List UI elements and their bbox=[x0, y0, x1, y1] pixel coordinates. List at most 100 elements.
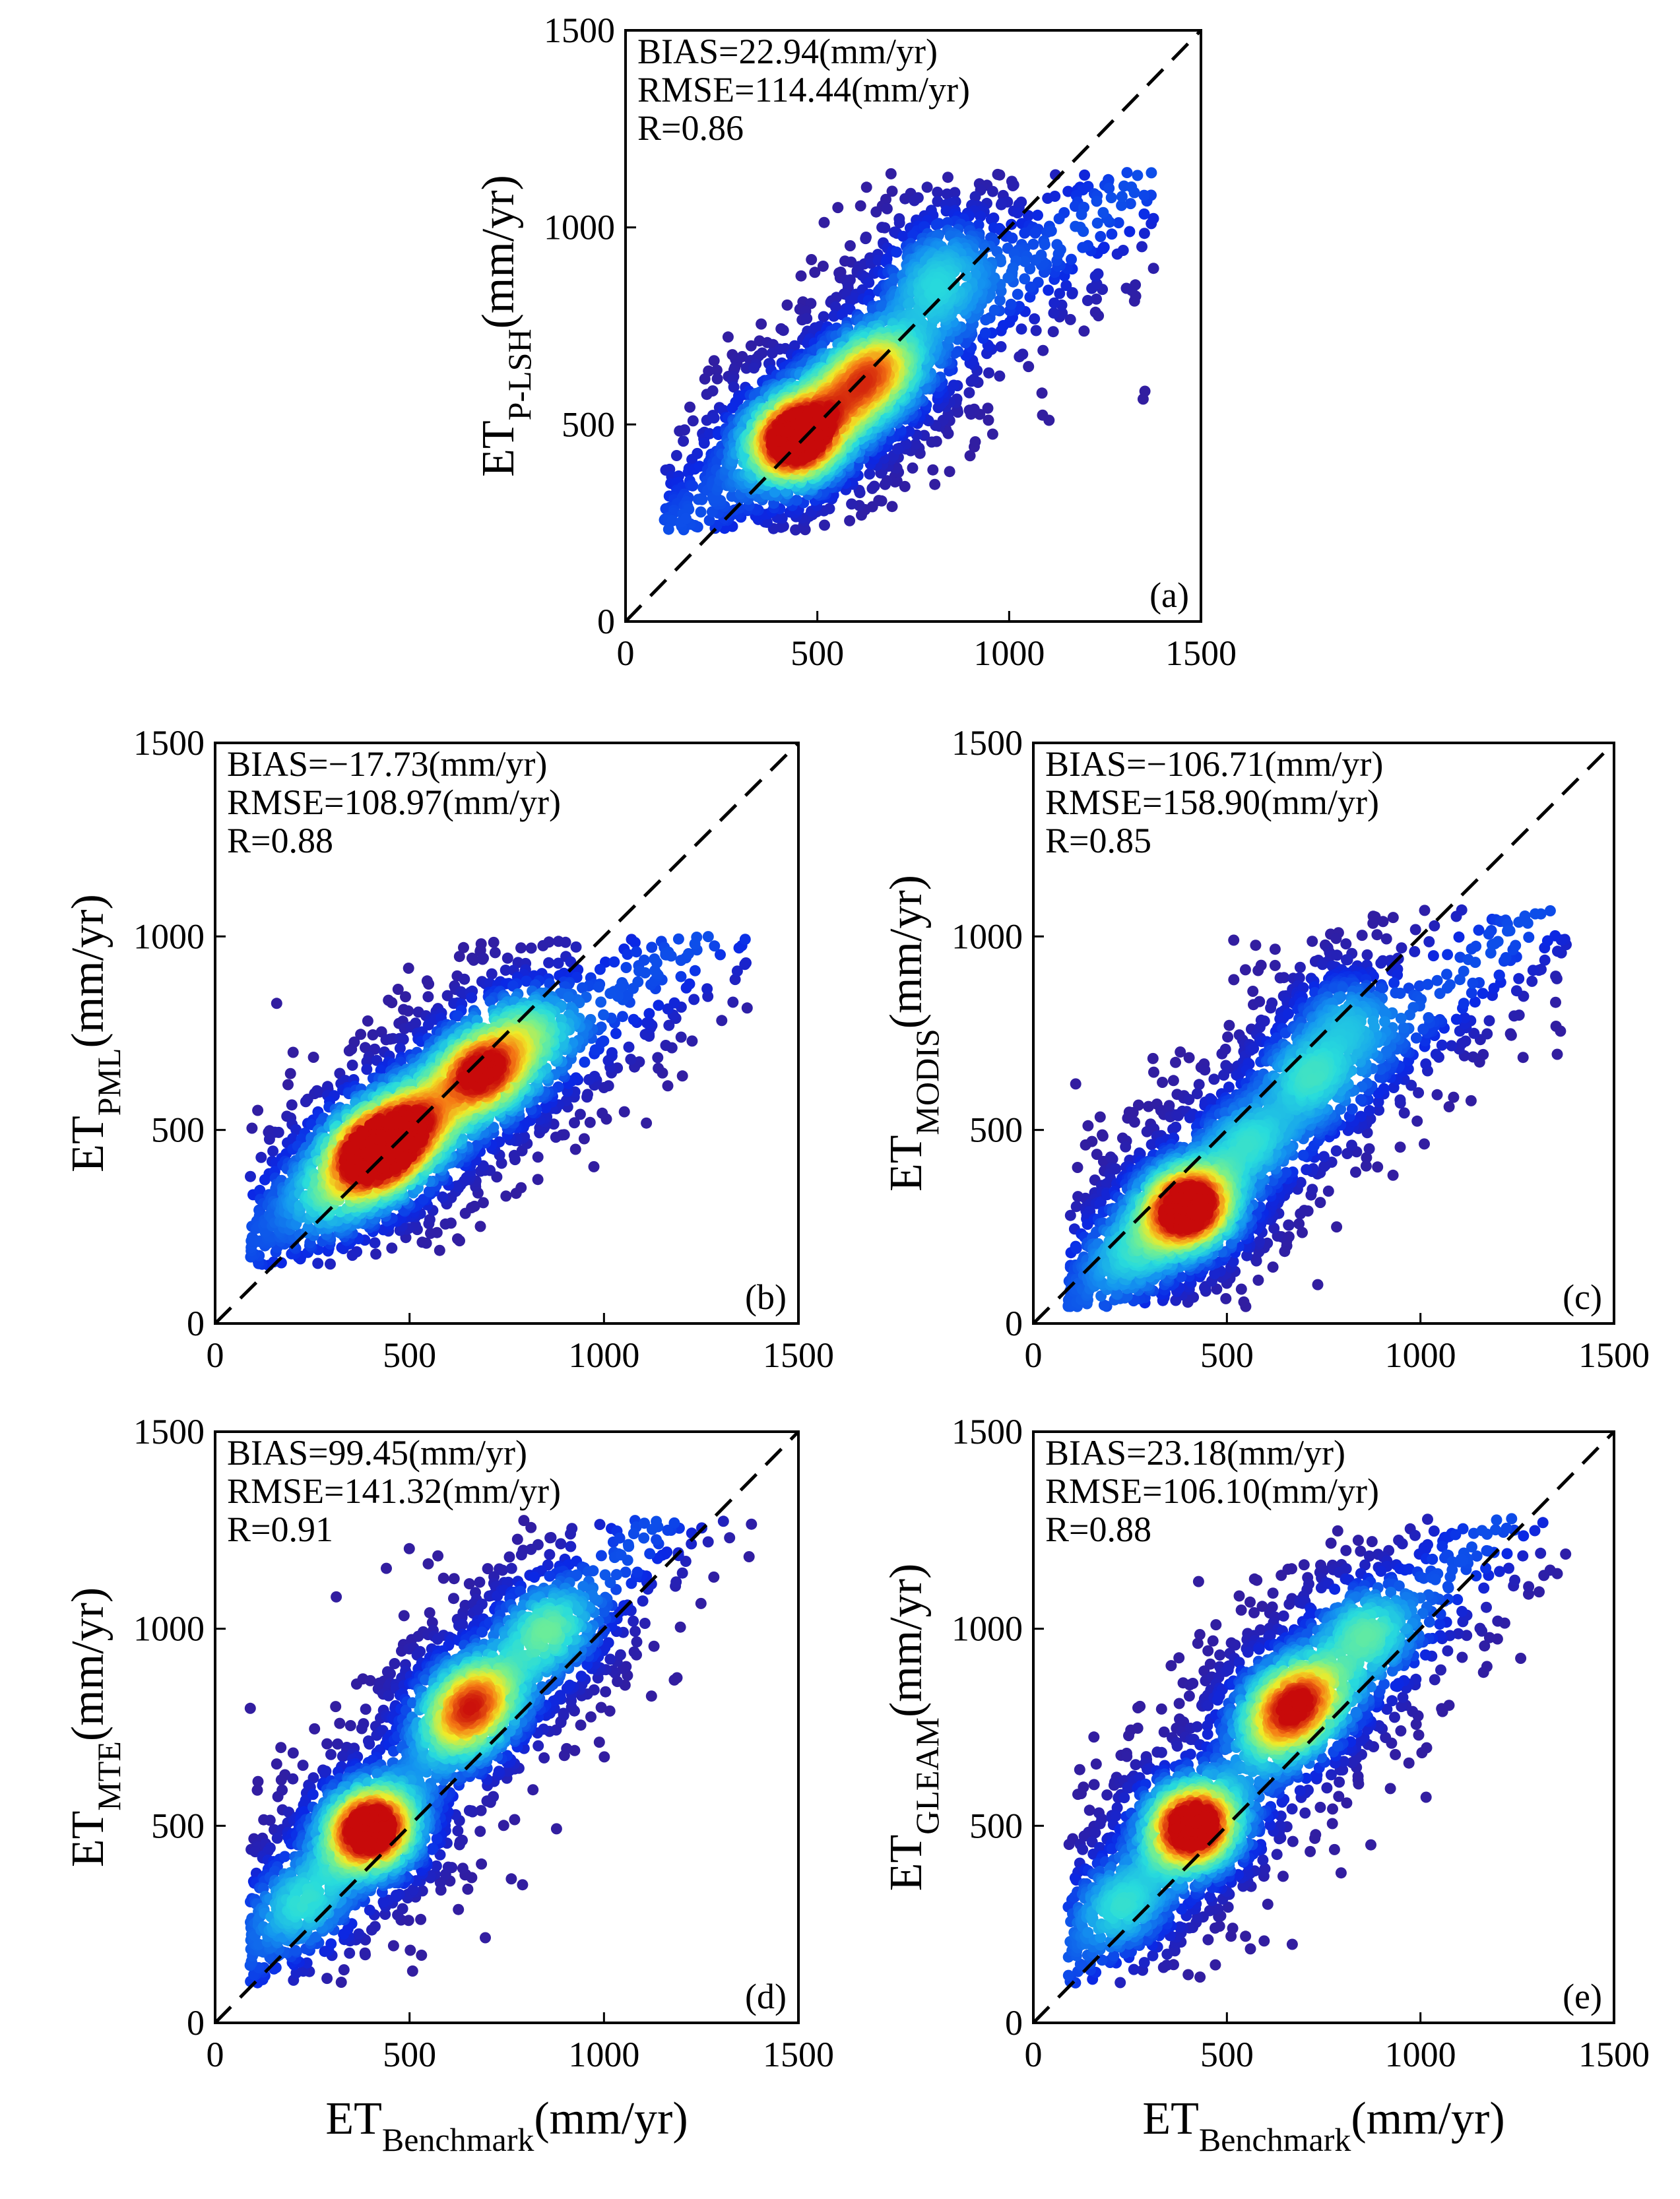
panel-b-point-121 bbox=[346, 1060, 358, 1071]
panel-a-point-281 bbox=[1016, 323, 1027, 335]
panel-b-point-219 bbox=[623, 1041, 635, 1053]
panel-a-ylabel-sub: P-LSH bbox=[501, 329, 538, 420]
panel-a-point-205 bbox=[728, 381, 740, 393]
panel-a-point-740 bbox=[1116, 191, 1128, 203]
panel-b-point-128 bbox=[424, 1214, 436, 1225]
panel-a-point-115 bbox=[994, 370, 1006, 382]
panel-a-points bbox=[659, 167, 1159, 536]
panel-a-point-128 bbox=[687, 415, 699, 427]
panel-a-xtick-2: 1000 bbox=[973, 633, 1045, 673]
panel-b-point-76 bbox=[360, 1042, 371, 1054]
panel-b-point-201 bbox=[543, 957, 555, 969]
panel-a-point-381 bbox=[897, 230, 909, 242]
panel-a-point-373 bbox=[1147, 212, 1159, 224]
panel-b-point-27 bbox=[400, 991, 411, 1003]
panel-b-point-73 bbox=[569, 1117, 580, 1129]
panel-b-point-43 bbox=[246, 1122, 258, 1134]
panel-b-point-177 bbox=[397, 1033, 409, 1045]
panel-b-point-253 bbox=[361, 1064, 373, 1075]
panel-a-point-83 bbox=[1089, 306, 1101, 318]
panel-a-point-3064 bbox=[803, 407, 814, 419]
panel-a-point-313 bbox=[863, 276, 875, 288]
panel-a-point-139 bbox=[986, 185, 998, 197]
panel-b-point-12 bbox=[532, 1174, 544, 1186]
panel-a-point-280 bbox=[849, 292, 860, 304]
panel-a-point-878 bbox=[1002, 272, 1014, 284]
panel-a-point-40 bbox=[745, 340, 757, 352]
panel-a-point-733 bbox=[1097, 207, 1109, 218]
panel-a-point-221 bbox=[995, 199, 1007, 210]
panel-a-point-13 bbox=[986, 428, 998, 440]
panel-a-point-262 bbox=[891, 443, 903, 455]
panel-a-point-45 bbox=[844, 240, 856, 251]
panel-a-point-779 bbox=[980, 314, 992, 326]
panel-b-point-275 bbox=[606, 1047, 618, 1059]
panel-a-point-64 bbox=[684, 401, 695, 413]
panel-a-point-226 bbox=[1048, 307, 1060, 319]
panel-b-point-664 bbox=[595, 996, 607, 1008]
panel-b-point-57 bbox=[653, 1062, 664, 1074]
panel-a-point-742 bbox=[1126, 181, 1138, 193]
panel-b-point-101 bbox=[660, 1040, 672, 1051]
panel-b-point-9 bbox=[458, 941, 469, 953]
panel-a-point-573 bbox=[1113, 217, 1124, 229]
panel-a-point-596 bbox=[1053, 213, 1065, 224]
panel-b-point-13 bbox=[434, 1244, 445, 1256]
panel-a-point-535 bbox=[1019, 227, 1031, 239]
panel-a-point-159 bbox=[879, 222, 891, 234]
panel-b-point-58 bbox=[741, 1002, 753, 1014]
panel-b-point-24 bbox=[453, 951, 465, 963]
panel-b-point-292 bbox=[668, 997, 680, 1009]
panel-b-point-6 bbox=[474, 1221, 486, 1232]
panel-a-point-19 bbox=[886, 501, 898, 513]
panel-a-point-248 bbox=[789, 340, 800, 352]
panel-b-point-446 bbox=[631, 946, 642, 958]
panel-a-point-425 bbox=[1043, 284, 1054, 296]
panel-b-point-83 bbox=[652, 1052, 664, 1064]
panel-a-xtick-3: 1500 bbox=[1165, 633, 1237, 673]
panel-b-point-389 bbox=[375, 1064, 387, 1076]
panel-a-point-784 bbox=[711, 493, 723, 505]
panel-b-point-211 bbox=[351, 1246, 363, 1258]
panel-a-point-82 bbox=[963, 404, 975, 416]
panel-b-point-11 bbox=[284, 1068, 296, 1079]
panel-b-point-144 bbox=[625, 1054, 637, 1066]
panel-a-point-831 bbox=[726, 490, 738, 502]
panel-a-point-265 bbox=[864, 468, 876, 480]
panel-b-point-218 bbox=[552, 957, 564, 969]
panel-b-point-28 bbox=[578, 1133, 590, 1145]
panel-a-point-617 bbox=[1005, 298, 1017, 310]
panel-b-point-139 bbox=[582, 1089, 593, 1100]
panel-a-point-9 bbox=[944, 466, 955, 478]
panel-b-point-453 bbox=[675, 971, 687, 982]
panel-b-point-422 bbox=[715, 949, 726, 961]
panel-a-point-3056 bbox=[784, 410, 796, 422]
panel-b-point-651 bbox=[484, 996, 496, 1007]
panel-a-point-507 bbox=[973, 219, 985, 231]
panel-b-point-168 bbox=[255, 1151, 267, 1163]
panel-a-point-48 bbox=[844, 515, 856, 526]
panel-a-point-22 bbox=[817, 261, 829, 272]
panel-b-point-484 bbox=[646, 941, 658, 953]
panel-a-frame bbox=[624, 29, 1202, 623]
panel-b-point-137 bbox=[273, 1126, 284, 1138]
panel-a-point-353 bbox=[1060, 280, 1072, 292]
panel-a-point-780 bbox=[1029, 254, 1041, 266]
panel-b-point-240 bbox=[688, 994, 700, 1005]
panel-b-point-14 bbox=[307, 1052, 319, 1063]
panel-a-point-26 bbox=[983, 414, 994, 426]
panel-a-point-25 bbox=[781, 299, 793, 311]
panel-a-point-12 bbox=[722, 331, 734, 343]
panel-a-point-743 bbox=[1074, 222, 1086, 233]
panel-a-point-28 bbox=[899, 480, 911, 492]
panel-a-point-71 bbox=[942, 172, 953, 183]
panel-b-point-551 bbox=[577, 982, 588, 994]
panel-a-point-589 bbox=[1029, 227, 1041, 239]
panel-a-point-17 bbox=[885, 168, 897, 179]
panel-a-stat-0: BIAS=22.94(mm/yr) bbox=[637, 32, 938, 71]
panel-a-point-177 bbox=[678, 435, 690, 447]
panel-a-point-638 bbox=[1138, 189, 1150, 201]
panel-b-point-2 bbox=[403, 963, 414, 974]
panel-b-point-589 bbox=[649, 965, 661, 976]
panel-a-point-718 bbox=[666, 515, 678, 526]
